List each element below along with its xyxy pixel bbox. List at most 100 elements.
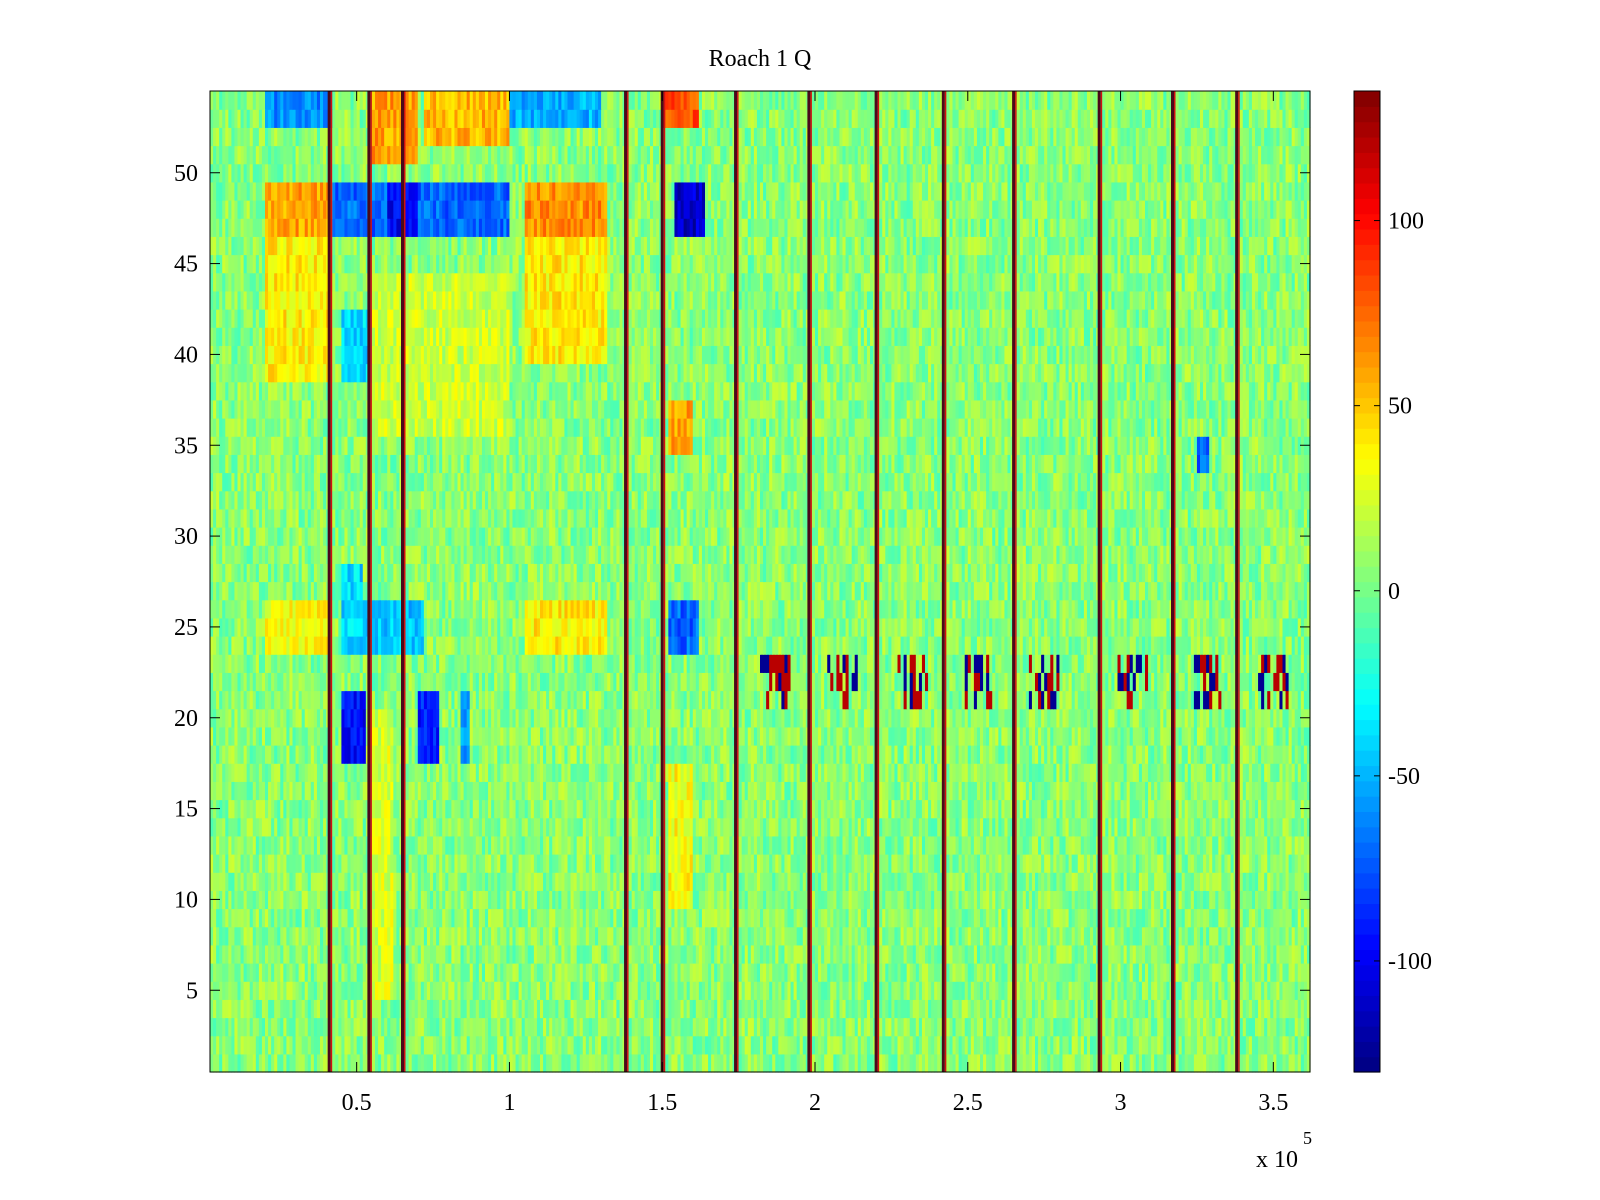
heatmap-cell [323,999,327,1019]
heatmap-cell [720,854,724,873]
heatmap-cell [414,926,419,946]
heatmap-cell [213,835,217,855]
heatmap-cell [708,926,712,946]
heatmap-cell [778,854,782,873]
heatmap-cell [616,926,621,946]
heatmap-cell [512,981,517,1000]
heatmap-cell [976,872,981,891]
heatmap-cell [567,1035,572,1055]
heatmap-cell [591,926,596,946]
heatmap-cell [863,944,868,964]
heatmap-cell [503,890,507,910]
heatmap-cell [225,999,229,1019]
heatmap-cell [546,944,550,964]
heatmap-cell [1276,981,1281,1000]
heatmap-cell [778,1017,782,1037]
heatmap-cell [946,963,951,982]
heatmap-cell [1093,926,1097,946]
heatmap-cell [708,1053,712,1073]
heatmap-cell [277,1035,281,1055]
heatmap-cell [347,926,352,946]
heatmap-cell [595,872,599,891]
heatmap-cell [1025,981,1030,1000]
heatmap-cell [634,944,639,964]
heatmap-cell [866,835,871,855]
heatmap-cell [909,963,914,982]
heatmap-cell [1261,926,1265,946]
heatmap-cell [863,872,868,891]
heatmap-cell [549,1035,553,1055]
heatmap-cell [1157,944,1161,964]
heatmap-cell [1212,963,1216,982]
heatmap-cell [848,1035,853,1055]
heatmap-cell [650,835,654,855]
heatmap-cell [1227,1053,1232,1073]
heatmap-cell [536,944,541,964]
heatmap-cell [316,944,321,964]
heatmap-cell [915,1053,920,1073]
heatmap-cell [1212,835,1216,855]
heatmap-cell [744,854,749,873]
heatmap-cell [827,817,831,837]
heatmap-cell [1135,981,1140,1000]
heatmap-cell [760,981,764,1000]
heatmap-cell [381,817,385,837]
heatmap-cell [952,944,957,964]
heatmap-cell [604,817,608,837]
heatmap-cell [921,872,926,891]
heatmap-cell [1016,1035,1021,1055]
heatmap-cell [234,854,239,873]
heatmap-cell [442,872,446,891]
heatmap-cell [246,817,251,837]
heatmap-cell [656,926,660,946]
heatmap-cell [1074,1035,1079,1055]
heatmap-cell [1264,872,1268,891]
heatmap-cell [433,872,437,891]
heatmap-cell [695,1053,700,1073]
heatmap-cell [784,890,789,910]
heatmap-cell [1145,963,1149,982]
heatmap-cell [650,854,654,873]
heatmap-cell [1117,908,1122,928]
heatmap-cell [747,999,752,1019]
heatmap-cell [1184,963,1189,982]
heatmap-cell [576,817,581,837]
heatmap-cell [1050,854,1054,873]
heatmap-cell [246,999,251,1019]
heatmap-cell [1288,1017,1293,1037]
heatmap-cell [405,944,410,964]
heatmap-cell [310,908,315,928]
heatmap-cell [320,854,324,873]
heatmap-cell [903,926,908,946]
heatmap-cell [430,890,434,910]
heatmap-cell [405,908,410,928]
heatmap-cell [1120,999,1125,1019]
heatmap-cell [717,1017,721,1037]
heatmap-cell [570,817,575,837]
heatmap-cell [451,944,456,964]
heatmap-cell [225,1017,229,1037]
heatmap-cell [1056,854,1061,873]
heatmap-cell [445,981,449,1000]
heatmap-cell [1059,944,1064,964]
heatmap-cell [1248,1053,1253,1073]
heatmap-cell [243,1053,248,1073]
heatmap-cell [497,1017,501,1037]
heatmap-cell [558,835,562,855]
heatmap-cell [931,1035,935,1055]
heatmap-cell [882,981,886,1000]
heatmap-cell [1141,835,1146,855]
heatmap-cell [512,854,517,873]
heatmap-cell [283,854,287,873]
heatmap-cell [787,926,792,946]
heatmap-cell [298,1053,303,1073]
heatmap-cell [1093,1053,1097,1073]
heatmap-cell [301,981,306,1000]
heatmap-cell [1135,854,1140,873]
heatmap-cell [1178,944,1183,964]
heatmap-cell [970,1035,975,1055]
heatmap-cell [1175,854,1180,873]
heatmap-cell [460,1017,465,1037]
heatmap-cell [524,981,529,1000]
heatmap-cell [466,999,471,1019]
